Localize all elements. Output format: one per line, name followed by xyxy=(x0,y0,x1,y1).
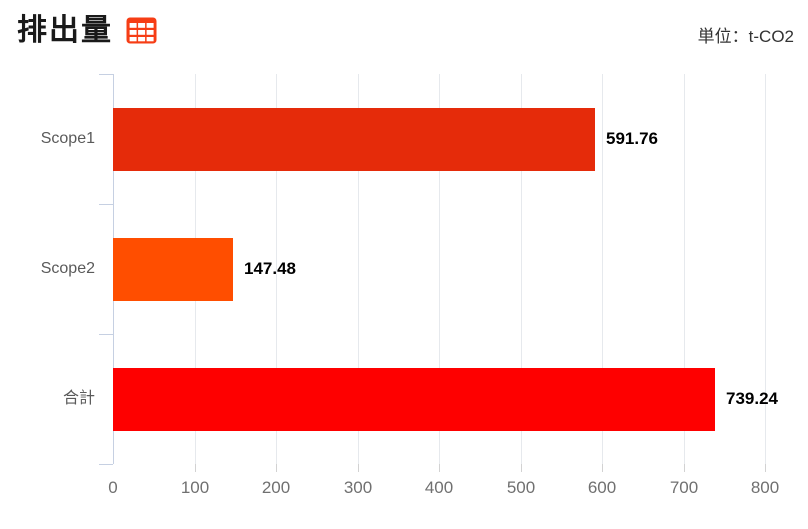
x-axis-tick xyxy=(521,464,522,472)
value-label: 147.48 xyxy=(244,259,296,278)
x-axis-tick-label: 200 xyxy=(261,478,291,497)
unit-label: 単位：t-CO2 xyxy=(697,27,794,46)
x-axis-tick-label: 100 xyxy=(180,478,210,497)
x-axis-tick-label: 0 xyxy=(108,478,118,497)
bar-scope2 xyxy=(113,238,233,301)
page-title: 排出量 xyxy=(17,14,113,47)
plot-area xyxy=(99,74,766,472)
gridline xyxy=(602,74,603,464)
category-label: Scope1 xyxy=(40,130,95,147)
value-label: 591.76 xyxy=(606,129,658,148)
gridline xyxy=(521,74,522,464)
category-axis-tick xyxy=(99,464,113,465)
x-axis-tick xyxy=(276,464,277,472)
x-axis-tick xyxy=(358,464,359,472)
x-axis-tick xyxy=(602,464,603,472)
x-axis-tick xyxy=(195,464,196,472)
x-axis-tick-label: 800 xyxy=(750,478,780,497)
bar-scope1 xyxy=(113,108,595,171)
category-axis-tick xyxy=(99,334,113,335)
gridline xyxy=(439,74,440,464)
category-label: Scope2 xyxy=(40,260,95,277)
gridline xyxy=(765,74,766,464)
gridline xyxy=(684,74,685,464)
table-grid-icon[interactable] xyxy=(126,17,157,44)
bar-合計 xyxy=(113,368,715,431)
x-axis-tick-label: 700 xyxy=(669,478,699,497)
x-axis-tick-label: 400 xyxy=(424,478,454,497)
x-axis-tick-label: 600 xyxy=(587,478,617,497)
category-label: 合計 xyxy=(62,390,95,407)
category-axis-tick xyxy=(99,204,113,205)
gridline xyxy=(276,74,277,464)
chart-header: 排出量 xyxy=(17,14,157,47)
x-axis-tick-label: 300 xyxy=(343,478,373,497)
value-label: 739.24 xyxy=(726,389,778,408)
gridline xyxy=(358,74,359,464)
x-axis-tick xyxy=(439,464,440,472)
x-axis-tick xyxy=(765,464,766,472)
category-axis-tick xyxy=(99,74,113,75)
x-axis-tick-label: 500 xyxy=(506,478,536,497)
x-axis-tick xyxy=(684,464,685,472)
